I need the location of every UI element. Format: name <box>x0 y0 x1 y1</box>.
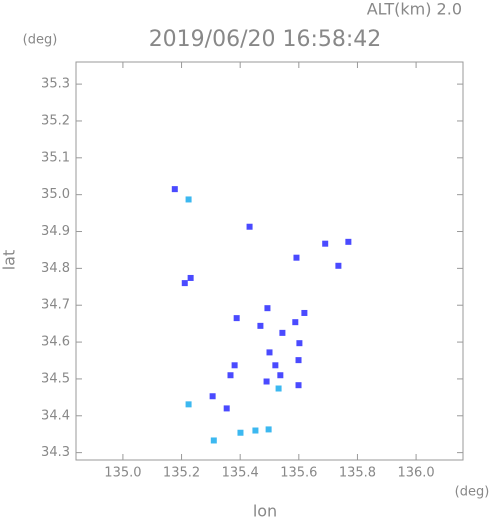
plot-frame <box>75 61 464 461</box>
echo-cell <box>275 385 282 392</box>
echo-cell <box>292 319 299 326</box>
y-tick-label: 34.5 <box>41 371 70 386</box>
echo-cell <box>277 372 284 379</box>
y-tick-label: 34.8 <box>41 261 70 276</box>
echo-cell <box>335 262 342 269</box>
echo-cell <box>263 378 270 385</box>
x-tick-label: 135.0 <box>104 466 141 481</box>
echo-cell <box>295 382 302 389</box>
echo-cell <box>231 362 238 369</box>
x-tick-label: 136.0 <box>397 466 434 481</box>
echo-cell <box>209 393 216 400</box>
echo-cell <box>237 429 244 436</box>
y-tick-label: 35.0 <box>41 187 70 202</box>
x-unit: (deg) <box>455 485 490 500</box>
echo-cell <box>233 315 240 322</box>
y-axis-label: lat <box>0 250 19 271</box>
echo-cell <box>185 401 192 408</box>
x-tick-label: 135.6 <box>280 466 317 481</box>
echo-cell <box>257 322 264 329</box>
echo-cell <box>181 280 188 287</box>
echo-cell <box>295 357 302 364</box>
echo-cell <box>246 223 253 230</box>
annotation: ALT(km) 2.0 <box>367 0 462 19</box>
echo-cell <box>227 372 234 379</box>
echo-cell <box>293 254 300 261</box>
y-tick-label: 34.3 <box>41 445 70 460</box>
echo-cell <box>210 437 217 444</box>
x-axis-label: lon <box>253 502 277 521</box>
echo-cell <box>264 305 271 312</box>
echo-cell <box>187 274 194 281</box>
x-tick-label: 135.8 <box>339 466 376 481</box>
y-tick-label: 34.4 <box>41 408 70 423</box>
echo-cell <box>171 186 178 193</box>
echo-cell <box>265 426 272 433</box>
chart-title: 2019/06/20 16:58:42 <box>149 27 382 52</box>
echo-cell <box>296 340 303 347</box>
y-tick-label: 34.7 <box>41 298 70 313</box>
y-tick-label: 35.1 <box>41 150 70 165</box>
echo-cell <box>279 329 286 336</box>
y-tick-label: 34.6 <box>41 335 70 350</box>
y-unit: (deg) <box>23 33 58 48</box>
echo-cell <box>223 405 230 412</box>
y-tick-label: 34.9 <box>41 224 70 239</box>
x-tick-label: 135.2 <box>163 466 200 481</box>
echo-cell <box>266 349 273 356</box>
echo-cell <box>185 196 192 203</box>
x-tick-label: 135.4 <box>222 466 259 481</box>
echo-cell <box>345 238 352 245</box>
y-tick-label: 35.3 <box>41 77 70 92</box>
echo-cell <box>272 362 279 369</box>
echo-cell <box>252 427 259 434</box>
echo-cell <box>322 240 329 247</box>
echo-cell <box>301 309 308 316</box>
y-tick-label: 35.2 <box>41 113 70 128</box>
